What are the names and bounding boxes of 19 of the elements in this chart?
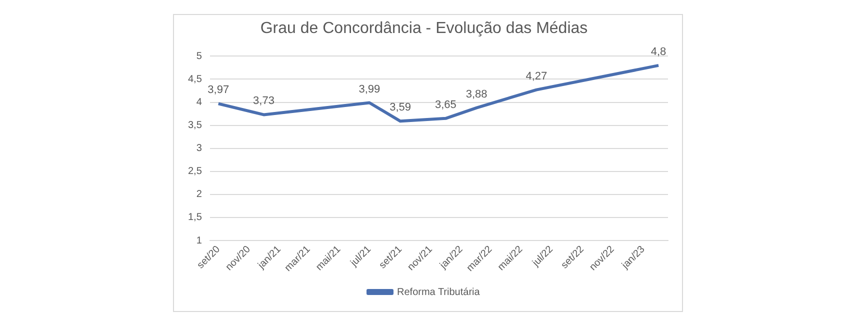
y-tick-label: 4 — [196, 97, 202, 108]
y-tick-label: 3 — [196, 143, 202, 154]
y-tick-label: 2 — [196, 189, 202, 200]
data-label: 3,97 — [207, 84, 229, 96]
data-label: 3,65 — [434, 98, 456, 111]
data-label: 4,8 — [650, 46, 666, 58]
data-label: 3,59 — [389, 102, 411, 114]
data-label: 3,73 — [252, 95, 274, 108]
y-tick-label: 1,5 — [187, 212, 202, 224]
chart-title: Grau de Concordância - Evolução das Médias — [260, 20, 588, 38]
data-label: 4,27 — [525, 70, 547, 82]
y-tick-label: 4,5 — [187, 74, 202, 85]
legend-label: Reforma Tributária — [396, 286, 480, 298]
y-tick-label: 3,5 — [187, 120, 202, 132]
y-tick-label: 1 — [196, 235, 202, 246]
y-tick-label: 5 — [196, 50, 202, 62]
data-label: 3,99 — [358, 83, 380, 96]
data-label: 3,88 — [465, 88, 487, 100]
y-tick-label: 2,5 — [187, 166, 202, 178]
